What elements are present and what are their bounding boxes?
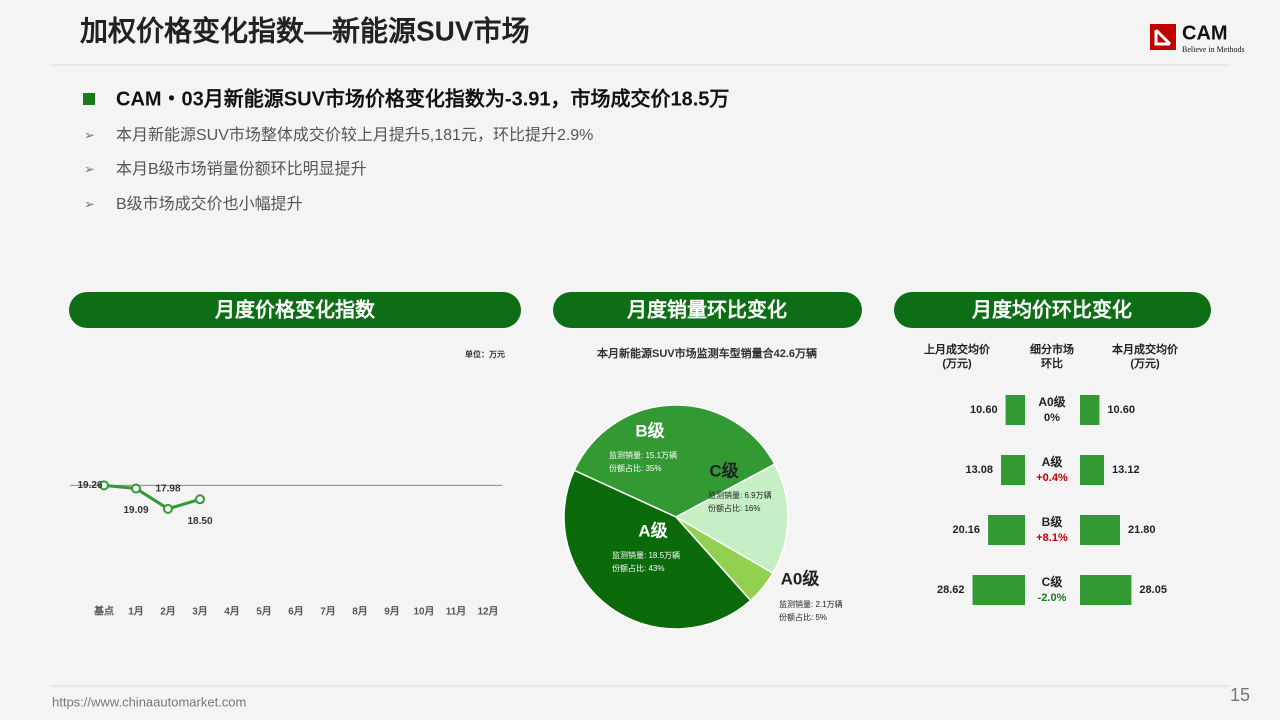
headline: CAM・03月新能源SUV市场价格变化指数为-3.91，市场成交价18.5万 bbox=[116, 86, 729, 110]
data-label: 13.12 bbox=[1112, 464, 1140, 476]
logo: CAM bbox=[1182, 22, 1228, 44]
x-tick-label: 2月 bbox=[160, 606, 176, 618]
column-header: 上月成交均价 (万元) bbox=[924, 344, 990, 370]
x-tick-label: 5月 bbox=[256, 606, 272, 618]
x-tick-label: 基点 bbox=[93, 605, 114, 618]
bar bbox=[1080, 455, 1105, 485]
headline-bullet bbox=[83, 93, 95, 105]
point bbox=[195, 494, 205, 505]
arrow: ➢ bbox=[84, 127, 95, 142]
page-number: 15 bbox=[1230, 685, 1250, 705]
slice-share: 份额占比: 35% bbox=[609, 463, 661, 473]
column-header: 本月成交均价 (万元) bbox=[1112, 344, 1178, 370]
slice-name: A0级 bbox=[781, 568, 820, 588]
x-tick-label: 7月 bbox=[320, 606, 336, 618]
section-header bbox=[553, 292, 862, 328]
bullet: B级市场成交价也小幅提升 bbox=[116, 195, 303, 213]
chart-title: 月度销量环比变化 bbox=[626, 297, 787, 321]
pie-slice bbox=[674, 463, 789, 575]
chart-title: 月度价格变化指数 bbox=[214, 297, 376, 321]
data-label: 19.09 bbox=[123, 505, 148, 516]
data-label: 28.62 bbox=[937, 584, 965, 596]
data-label: 10.60 bbox=[1107, 404, 1135, 416]
x-tick-label: 8月 bbox=[352, 606, 368, 618]
pie-slice bbox=[573, 404, 776, 518]
bar bbox=[1080, 515, 1120, 545]
slice-name: B级 bbox=[635, 420, 664, 440]
data-label: 19.26 bbox=[77, 480, 102, 491]
slice-sales: 监测销量: 2.1万辆 bbox=[779, 599, 843, 609]
x-tick-label: 9月 bbox=[384, 606, 400, 618]
footer-url: https://www.chinaautomarket.com bbox=[52, 694, 246, 709]
bullet: 本月B级市场销量份额环比明显提升 bbox=[116, 160, 367, 178]
x-tick-label: 3月 bbox=[192, 606, 208, 618]
bar bbox=[1001, 455, 1025, 485]
slice-name: C级 bbox=[709, 460, 738, 480]
slice-share: 份额占比: 16% bbox=[708, 503, 760, 513]
x-tick-label: 11月 bbox=[446, 606, 467, 618]
arrow: ➢ bbox=[84, 196, 95, 211]
point bbox=[163, 503, 173, 514]
data-label: 13.08 bbox=[965, 464, 993, 476]
chart-subtitle: 本月新能源SUV市场监测车型销量合42.6万辆 bbox=[597, 346, 817, 360]
data-label: 21.80 bbox=[1128, 524, 1156, 536]
section-header bbox=[894, 292, 1211, 328]
change-label: -2.0% bbox=[1038, 592, 1067, 604]
logo-icon-mark bbox=[1154, 28, 1172, 46]
data-label: 10.60 bbox=[970, 404, 998, 416]
data-label: 20.16 bbox=[953, 524, 981, 536]
slogan: Believe in Methods bbox=[1182, 45, 1245, 54]
chart-title: 月度均价环比变化 bbox=[971, 297, 1132, 321]
x-tick-label: 12月 bbox=[477, 606, 498, 618]
line bbox=[103, 483, 201, 511]
category-label: A级 bbox=[1042, 454, 1063, 469]
unit-label: 单位：万元 bbox=[465, 349, 505, 359]
x-tick-label: 10月 bbox=[413, 606, 434, 618]
data-label: 28.05 bbox=[1139, 584, 1167, 596]
x-tick-label: 4月 bbox=[224, 606, 240, 618]
bar bbox=[1005, 395, 1025, 425]
point bbox=[99, 480, 109, 491]
bar bbox=[972, 575, 1025, 605]
title: 加权价格变化指数—新能源SUV市场 bbox=[80, 14, 530, 46]
slice-sales: 监测销量: 15.1万辆 bbox=[609, 450, 677, 460]
change-label: +0.4% bbox=[1036, 472, 1068, 484]
arrow: ➢ bbox=[84, 161, 95, 176]
column-header: 细分市场 环比 bbox=[1030, 344, 1074, 370]
slice-sales: 监测销量: 6.9万辆 bbox=[708, 490, 772, 500]
slice-name: A级 bbox=[638, 520, 667, 540]
x-tick-label: 6月 bbox=[288, 606, 304, 618]
category-label: B级 bbox=[1042, 514, 1063, 529]
bar bbox=[1080, 575, 1132, 605]
data-label: 18.50 bbox=[187, 516, 212, 527]
bar bbox=[1080, 395, 1100, 425]
category-label: A0级 bbox=[1038, 394, 1065, 409]
slice-share: 份额占比: 5% bbox=[779, 612, 827, 622]
category-label: C级 bbox=[1042, 574, 1063, 589]
section-header bbox=[69, 292, 521, 328]
point bbox=[131, 483, 141, 494]
pie-slice bbox=[563, 469, 752, 630]
change-label: +8.1% bbox=[1036, 532, 1068, 544]
slice-sales: 监测销量: 18.5万辆 bbox=[612, 550, 680, 560]
slice-share: 份额占比: 43% bbox=[612, 563, 664, 573]
data-label: 17.98 bbox=[155, 483, 180, 494]
bar bbox=[988, 515, 1025, 545]
bullet: 本月新能源SUV市场整体成交价较上月提升5,181元，环比提升2.9% bbox=[116, 126, 593, 144]
change-label: 0% bbox=[1044, 412, 1060, 424]
x-tick-label: 1月 bbox=[128, 606, 144, 618]
